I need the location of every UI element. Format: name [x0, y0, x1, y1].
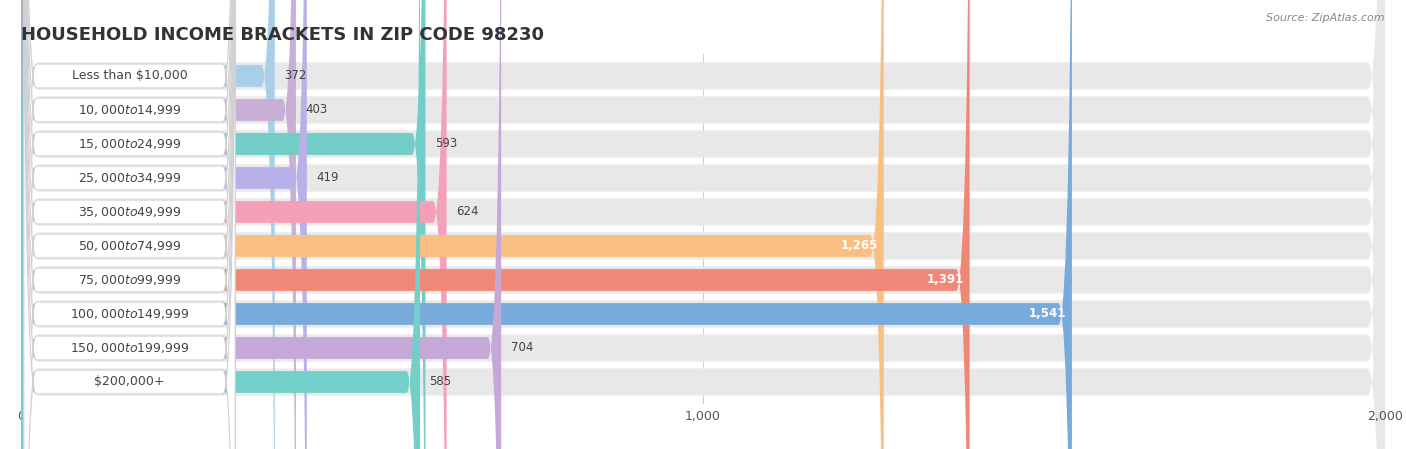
FancyBboxPatch shape: [24, 0, 235, 449]
FancyBboxPatch shape: [24, 0, 235, 449]
FancyBboxPatch shape: [24, 0, 235, 449]
FancyBboxPatch shape: [21, 0, 1385, 449]
FancyBboxPatch shape: [21, 0, 420, 449]
FancyBboxPatch shape: [21, 0, 1385, 449]
Text: $200,000+: $200,000+: [94, 375, 165, 388]
FancyBboxPatch shape: [21, 0, 1385, 449]
Text: $25,000 to $34,999: $25,000 to $34,999: [77, 171, 181, 185]
FancyBboxPatch shape: [21, 0, 307, 449]
Text: 624: 624: [456, 206, 478, 219]
Text: 593: 593: [434, 137, 457, 150]
FancyBboxPatch shape: [24, 0, 235, 449]
Text: 1,541: 1,541: [1029, 308, 1067, 321]
FancyBboxPatch shape: [21, 0, 1385, 449]
Text: 1,391: 1,391: [927, 273, 965, 286]
FancyBboxPatch shape: [21, 0, 501, 449]
FancyBboxPatch shape: [21, 0, 1385, 449]
FancyBboxPatch shape: [24, 0, 235, 449]
FancyBboxPatch shape: [21, 0, 970, 449]
Text: $150,000 to $199,999: $150,000 to $199,999: [70, 341, 190, 355]
FancyBboxPatch shape: [24, 0, 235, 449]
Text: HOUSEHOLD INCOME BRACKETS IN ZIP CODE 98230: HOUSEHOLD INCOME BRACKETS IN ZIP CODE 98…: [21, 26, 544, 44]
FancyBboxPatch shape: [21, 0, 295, 449]
Text: 704: 704: [510, 342, 533, 355]
Text: $100,000 to $149,999: $100,000 to $149,999: [70, 307, 190, 321]
Text: Less than $10,000: Less than $10,000: [72, 70, 187, 83]
Text: $10,000 to $14,999: $10,000 to $14,999: [77, 103, 181, 117]
Text: $35,000 to $49,999: $35,000 to $49,999: [77, 205, 181, 219]
FancyBboxPatch shape: [24, 0, 235, 449]
Text: $50,000 to $74,999: $50,000 to $74,999: [77, 239, 181, 253]
FancyBboxPatch shape: [24, 0, 235, 449]
FancyBboxPatch shape: [21, 0, 1071, 449]
FancyBboxPatch shape: [21, 0, 884, 449]
FancyBboxPatch shape: [21, 0, 1385, 449]
FancyBboxPatch shape: [21, 0, 1385, 449]
Text: 372: 372: [284, 70, 307, 83]
FancyBboxPatch shape: [21, 0, 426, 449]
Text: 1,265: 1,265: [841, 239, 879, 252]
Text: 403: 403: [305, 103, 328, 116]
FancyBboxPatch shape: [21, 0, 1385, 449]
FancyBboxPatch shape: [21, 0, 1385, 449]
Text: Source: ZipAtlas.com: Source: ZipAtlas.com: [1267, 13, 1385, 23]
FancyBboxPatch shape: [24, 0, 235, 449]
Text: $15,000 to $24,999: $15,000 to $24,999: [77, 137, 181, 151]
FancyBboxPatch shape: [21, 0, 1385, 449]
Text: $75,000 to $99,999: $75,000 to $99,999: [77, 273, 181, 287]
FancyBboxPatch shape: [21, 0, 274, 449]
FancyBboxPatch shape: [24, 0, 235, 449]
FancyBboxPatch shape: [21, 0, 447, 449]
Text: 585: 585: [430, 375, 451, 388]
Text: 419: 419: [316, 172, 339, 185]
